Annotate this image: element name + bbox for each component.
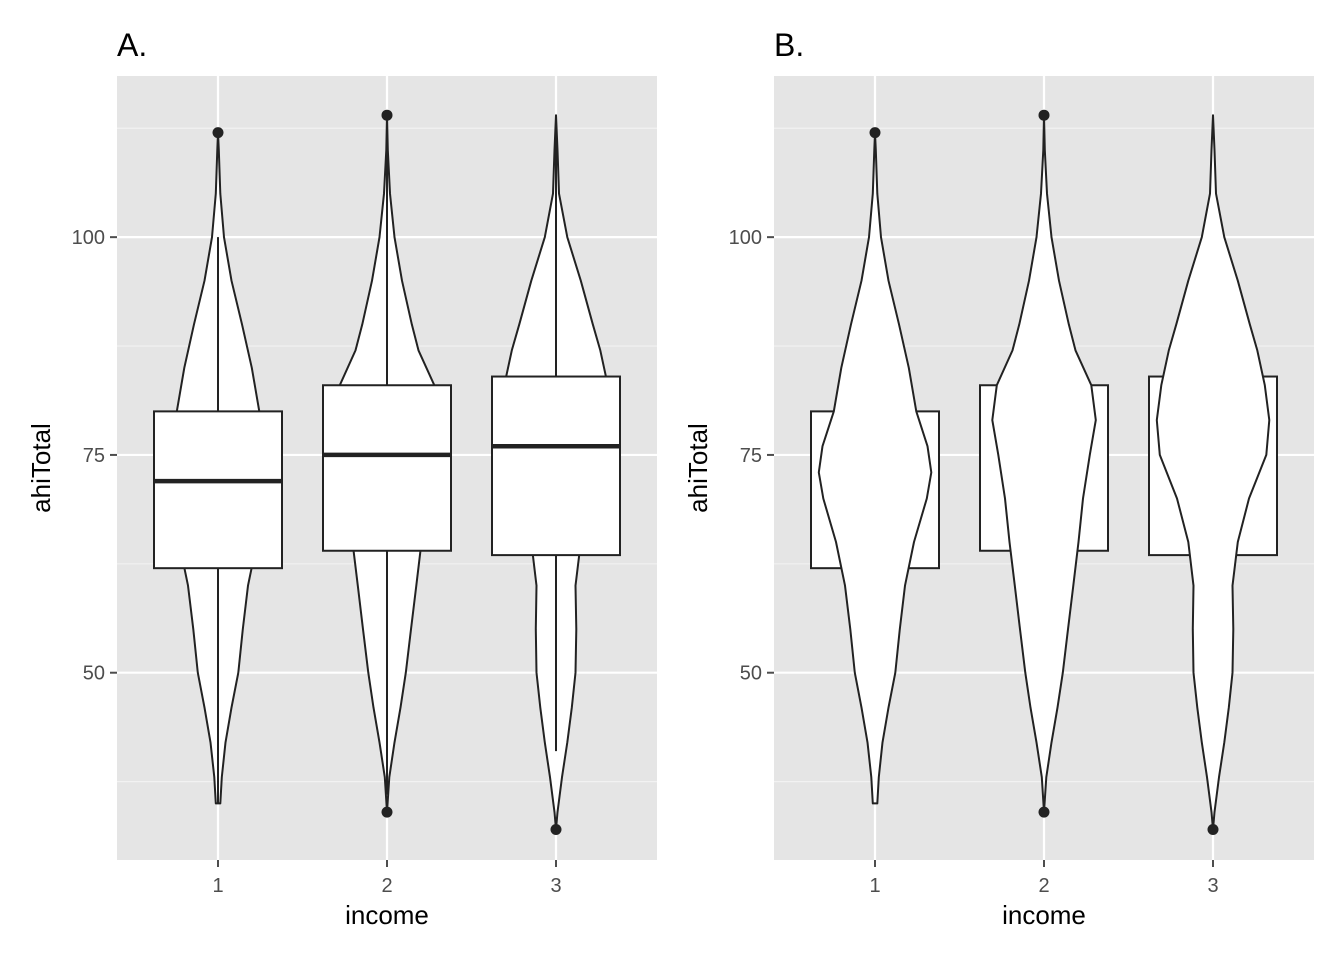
y-tick-label: 100 bbox=[72, 227, 105, 249]
violin-category-1 bbox=[817, 131, 933, 805]
boxplot-category-1 bbox=[153, 237, 283, 804]
outlier-point bbox=[869, 127, 881, 139]
outlier-point bbox=[212, 127, 224, 139]
panel-title: B. bbox=[774, 27, 804, 63]
y-tick-label: 75 bbox=[740, 445, 762, 467]
box-iqr bbox=[153, 410, 283, 570]
outlier-point bbox=[1038, 806, 1050, 818]
x-tick-label: 2 bbox=[1038, 875, 1049, 897]
x-tick-label: 1 bbox=[869, 875, 880, 897]
chart-panel-a: 50 75 100 1 2 3 income ahiTotal A. bbox=[26, 27, 657, 930]
x-tick-label: 1 bbox=[212, 875, 223, 897]
panel-title: A. bbox=[117, 27, 147, 63]
x-axis-title: income bbox=[1002, 900, 1086, 930]
x-tick-label: 3 bbox=[550, 875, 561, 897]
y-tick-label: 50 bbox=[83, 663, 105, 685]
outlier-point bbox=[381, 806, 393, 818]
x-tick-label: 3 bbox=[1207, 875, 1218, 897]
outlier-point bbox=[550, 824, 562, 836]
chart-panel-b: 50 75 100 1 2 3 income ahiTotal B. bbox=[683, 27, 1314, 930]
y-tick-label: 50 bbox=[740, 663, 762, 685]
outlier-point bbox=[1207, 824, 1219, 836]
box-iqr bbox=[491, 375, 621, 557]
outlier-point bbox=[381, 109, 393, 121]
y-axis-title: ahiTotal bbox=[683, 423, 713, 513]
y-tick-label: 75 bbox=[83, 445, 105, 467]
y-axis-title: ahiTotal bbox=[26, 423, 56, 513]
boxplot-category-2 bbox=[322, 150, 452, 795]
x-axis-title: income bbox=[345, 900, 429, 930]
x-tick-label: 2 bbox=[381, 875, 392, 897]
outlier-point bbox=[1038, 109, 1050, 121]
boxplot-category-3 bbox=[491, 115, 621, 752]
violin-category-3 bbox=[1155, 114, 1271, 831]
box-iqr bbox=[322, 384, 452, 552]
y-tick-label: 100 bbox=[729, 227, 762, 249]
